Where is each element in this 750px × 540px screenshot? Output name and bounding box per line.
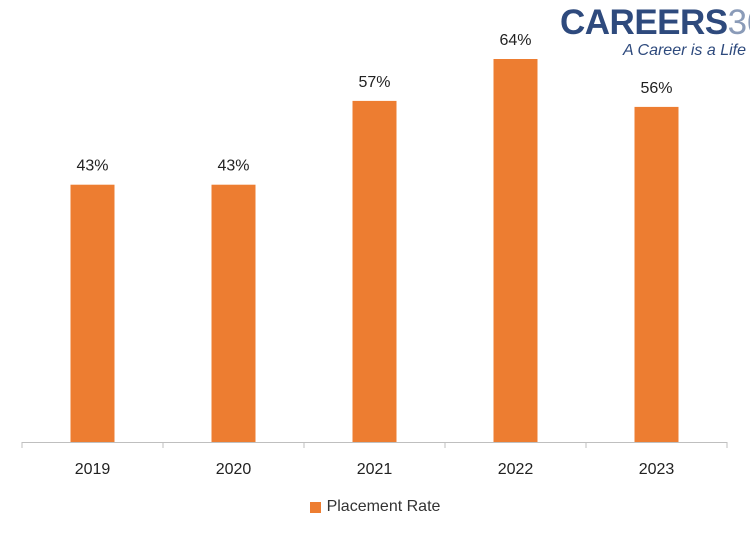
logo-word: CAREERS xyxy=(560,3,728,42)
x-tick-label-2023: 2023 xyxy=(639,461,675,478)
data-label-2020: 43% xyxy=(217,158,249,175)
legend-swatch xyxy=(309,501,321,513)
legend: Placement Rate xyxy=(0,498,750,516)
bar-2022 xyxy=(493,59,538,442)
legend-label: Placement Rate xyxy=(326,498,441,515)
x-axis: 2019 2020 2021 2022 2023 xyxy=(21,442,728,478)
bar-2020 xyxy=(211,184,256,442)
x-tick-label-2020: 2020 xyxy=(216,461,252,478)
logo-number: 360 xyxy=(727,3,750,42)
bar-2021 xyxy=(352,100,397,443)
logo-wordmark: CAREERS360 xyxy=(560,2,750,44)
data-label-2022: 64% xyxy=(499,32,531,49)
data-label-2023: 56% xyxy=(640,80,672,97)
bar-2023 xyxy=(634,106,679,443)
careers360-logo: CAREERS360 A Career is a Life xyxy=(560,2,750,64)
data-label-2021: 57% xyxy=(358,74,390,91)
bars-group: 43% 43% 57% 64% 56% xyxy=(70,32,679,443)
x-tick-label-2022: 2022 xyxy=(498,461,534,478)
data-label-2019: 43% xyxy=(76,158,108,175)
x-tick-label-2019: 2019 xyxy=(75,461,111,478)
logo-tagline: A Career is a Life xyxy=(622,42,746,59)
bar-2019 xyxy=(70,184,115,442)
x-tick-label-2021: 2021 xyxy=(357,461,393,478)
